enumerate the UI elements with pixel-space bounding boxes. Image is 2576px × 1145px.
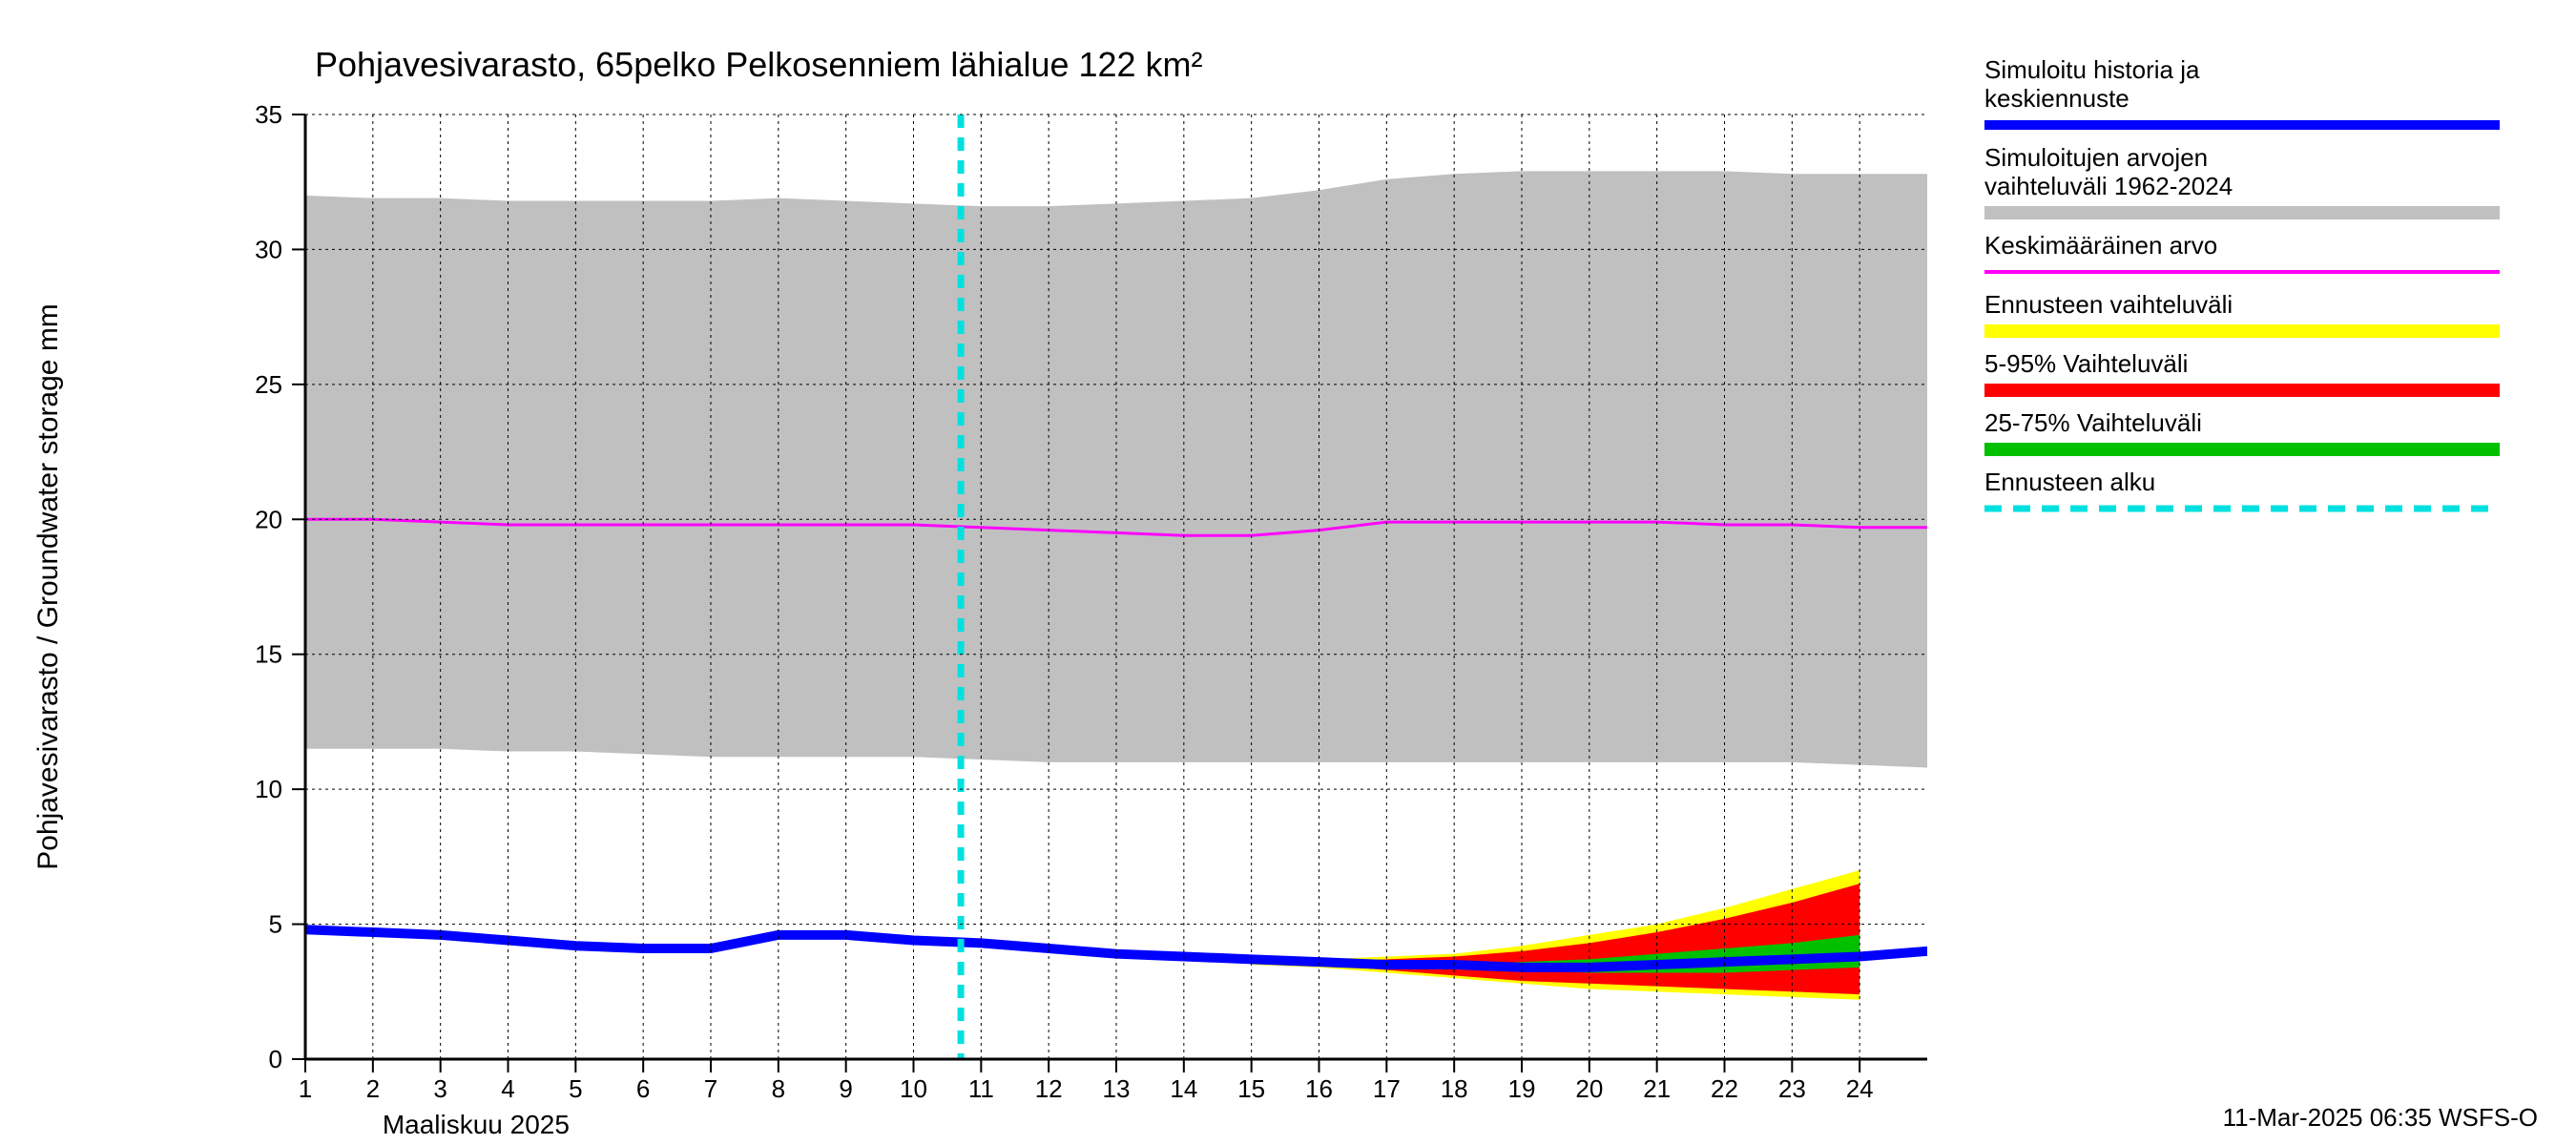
legend-label: Ennusteen alku: [1984, 468, 2155, 496]
x-tick-label: 12: [1035, 1074, 1063, 1103]
chart-svg: 0510152025303512345678910111213141516171…: [0, 0, 2576, 1145]
x-tick-label: 18: [1441, 1074, 1468, 1103]
y-axis-label: Pohjavesivarasto / Groundwater storage m…: [32, 303, 64, 870]
y-tick-label: 10: [255, 775, 282, 803]
x-tick-label: 3: [433, 1074, 447, 1103]
y-tick-label: 15: [255, 640, 282, 669]
x-tick-label: 11: [968, 1074, 994, 1103]
x-tick-label: 7: [704, 1074, 717, 1103]
x-tick-label: 22: [1711, 1074, 1738, 1103]
x-tick-label: 23: [1778, 1074, 1806, 1103]
x-tick-label: 20: [1575, 1074, 1603, 1103]
x-tick-label: 21: [1643, 1074, 1671, 1103]
legend-label: Keskimääräinen arvo: [1984, 231, 2217, 260]
y-tick-label: 25: [255, 370, 282, 399]
x-tick-label: 15: [1237, 1074, 1265, 1103]
x-month-label-1: Maaliskuu 2025: [383, 1110, 570, 1139]
legend-label: keskiennuste: [1984, 84, 2129, 113]
y-tick-label: 35: [255, 100, 282, 129]
legend-label: vaihteluväli 1962-2024: [1984, 172, 2233, 200]
legend-label: 5-95% Vaihteluväli: [1984, 349, 2188, 378]
legend-label: 25-75% Vaihteluväli: [1984, 408, 2202, 437]
legend-swatch: [1984, 206, 2500, 219]
chart-container: 0510152025303512345678910111213141516171…: [0, 0, 2576, 1145]
footer-timestamp: 11-Mar-2025 06:35 WSFS-O: [2223, 1103, 2538, 1132]
y-tick-label: 0: [269, 1045, 282, 1073]
x-tick-label: 9: [839, 1074, 852, 1103]
x-tick-label: 19: [1508, 1074, 1536, 1103]
x-tick-label: 24: [1846, 1074, 1874, 1103]
legend-label: Simuloitu historia ja: [1984, 55, 2200, 84]
x-tick-label: 13: [1103, 1074, 1131, 1103]
x-tick-label: 16: [1305, 1074, 1333, 1103]
x-tick-label: 1: [299, 1074, 312, 1103]
legend-label: Ennusteen vaihteluväli: [1984, 290, 2233, 319]
legend-swatch: [1984, 324, 2500, 338]
x-tick-label: 2: [366, 1074, 380, 1103]
legend-label: Simuloitujen arvojen: [1984, 143, 2208, 172]
x-tick-label: 8: [772, 1074, 785, 1103]
x-tick-label: 5: [569, 1074, 582, 1103]
legend-swatch: [1984, 384, 2500, 397]
x-tick-label: 4: [501, 1074, 514, 1103]
x-tick-label: 6: [636, 1074, 650, 1103]
chart-title: Pohjavesivarasto, 65pelko Pelkosenniem l…: [315, 45, 1203, 84]
legend-swatch: [1984, 443, 2500, 456]
x-tick-label: 17: [1373, 1074, 1401, 1103]
x-tick-label: 10: [900, 1074, 927, 1103]
y-tick-label: 30: [255, 235, 282, 263]
y-tick-label: 20: [255, 505, 282, 533]
x-tick-label: 14: [1170, 1074, 1197, 1103]
y-tick-label: 5: [269, 910, 282, 939]
